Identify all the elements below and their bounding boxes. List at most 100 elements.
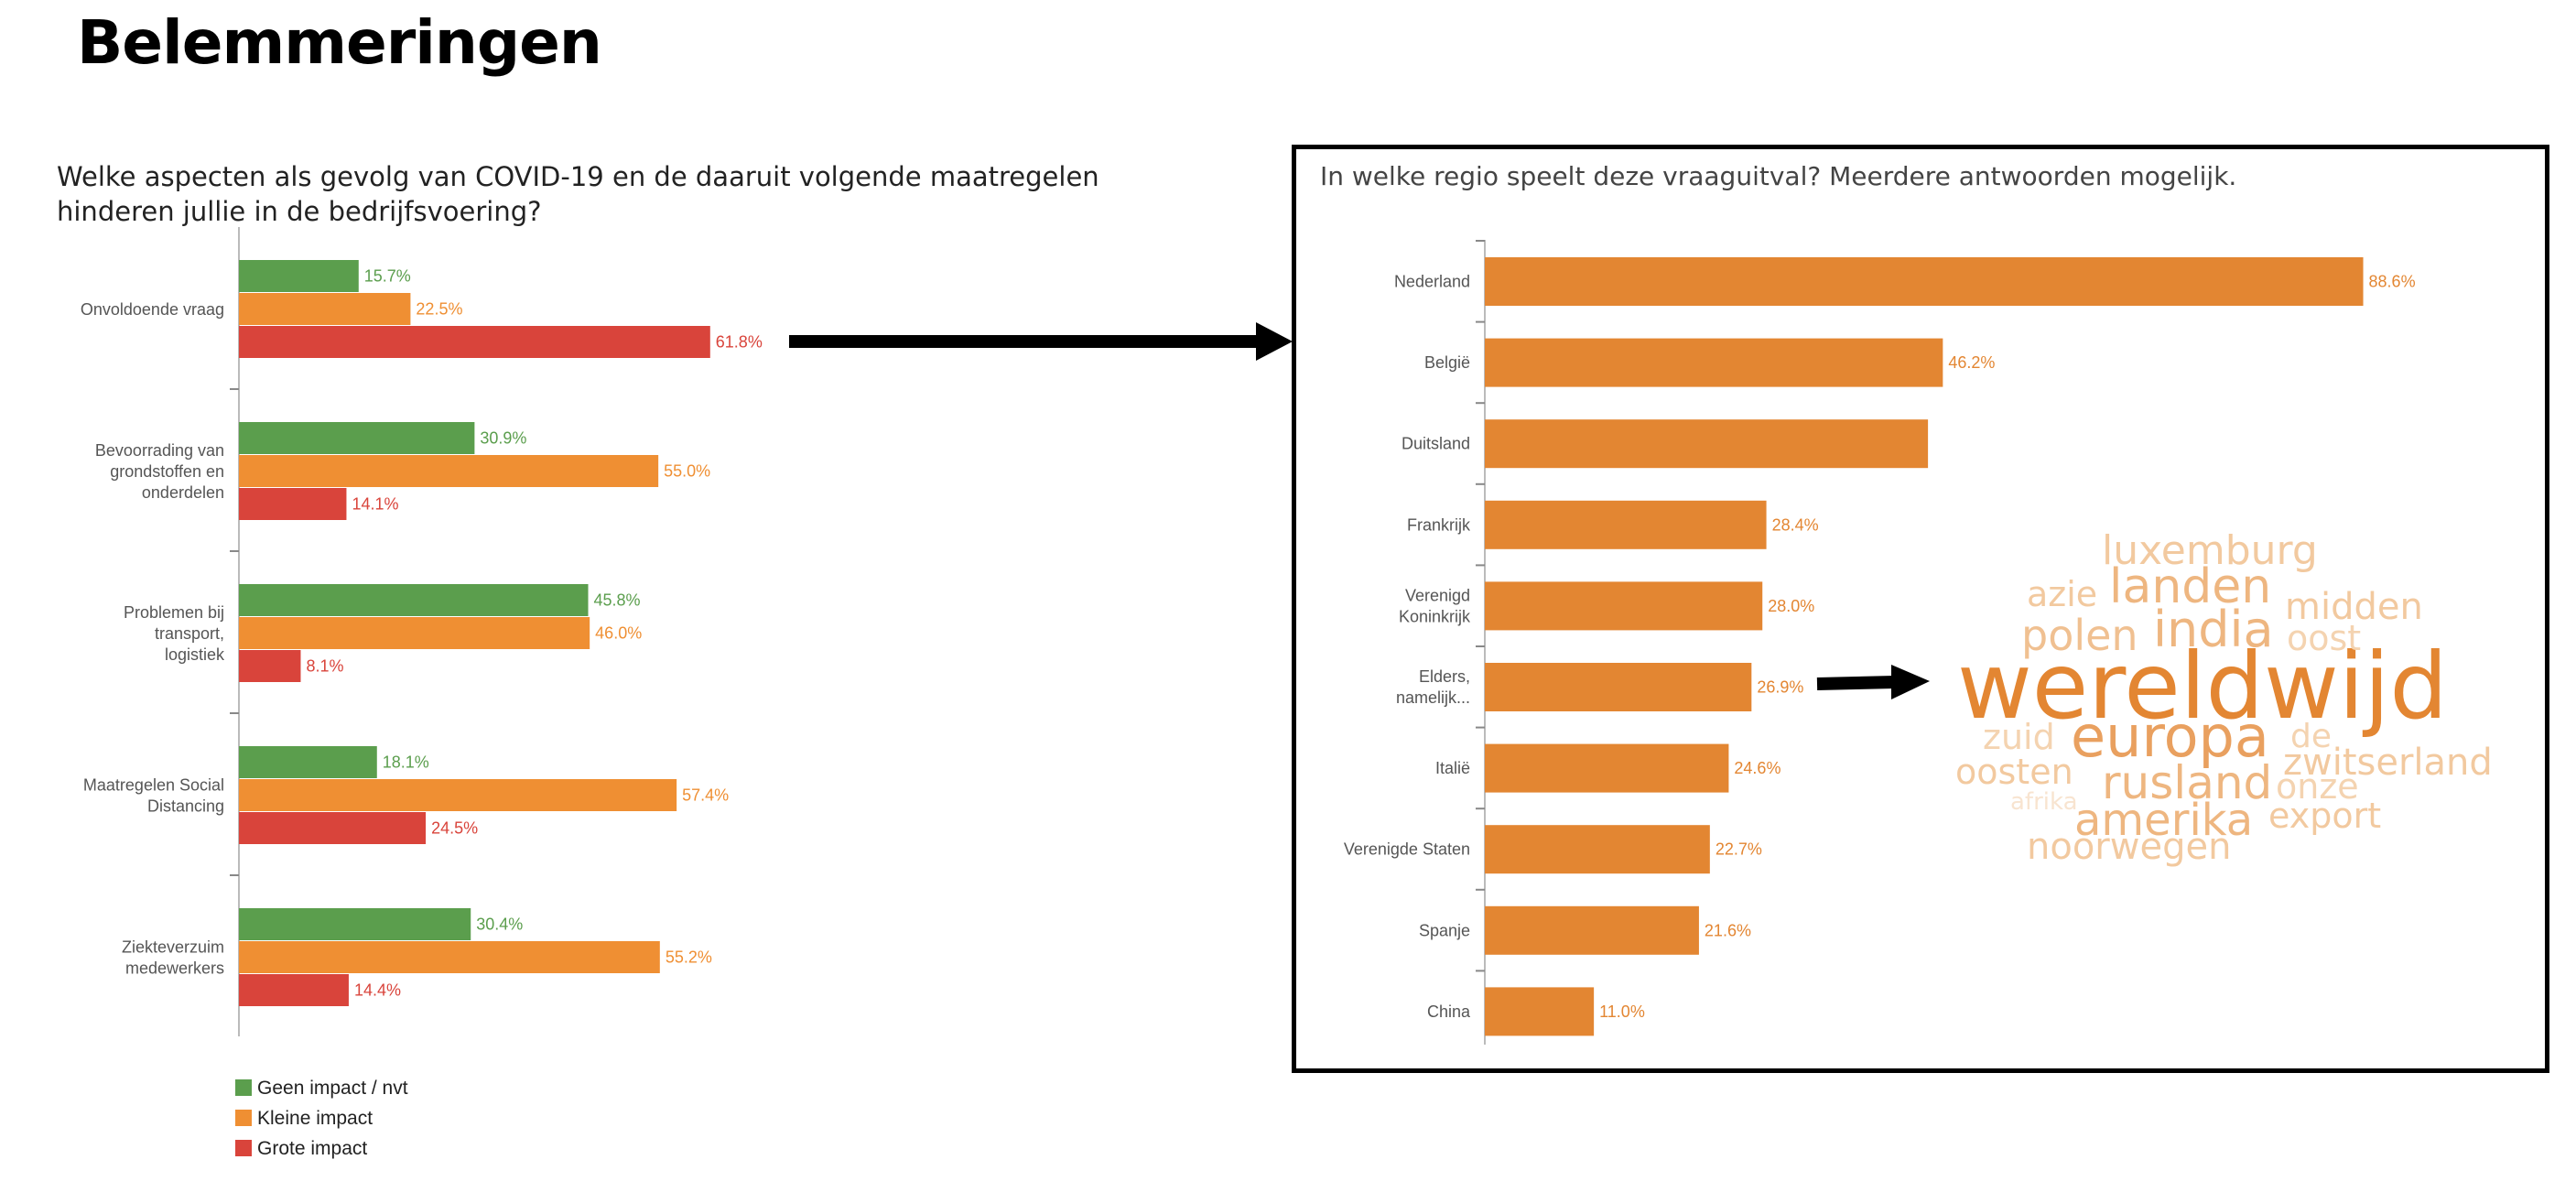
data-label: 24.5% <box>431 819 478 838</box>
bar <box>239 326 710 358</box>
word-cloud-word: noorwegen <box>2027 826 2231 868</box>
bar <box>239 488 347 520</box>
word-cloud-word: amerika <box>2074 795 2253 846</box>
category-label: Onvoldoende vraag <box>81 300 224 319</box>
arrowhead-icon <box>1891 665 1930 699</box>
data-label: 28.0% <box>1768 597 1814 615</box>
word-cloud-word: wereldwijd <box>1957 633 2448 740</box>
bar <box>1485 257 2364 306</box>
arrowhead-icon <box>1256 322 1293 361</box>
bar <box>239 908 471 940</box>
category-label: Duitsland <box>1402 435 1470 453</box>
data-label: 30.9% <box>480 429 526 448</box>
bar <box>1485 338 1943 387</box>
word-cloud-word: india <box>2153 601 2274 658</box>
legend-swatch <box>235 1079 252 1096</box>
bar <box>1485 581 1763 631</box>
bar <box>1485 743 1729 793</box>
data-label: 15.7% <box>364 267 411 286</box>
bar <box>239 617 590 649</box>
data-label: 22.7% <box>1716 840 1762 859</box>
bar <box>1485 987 1595 1036</box>
word-cloud-word: zwitserland <box>2283 742 2493 784</box>
data-label: 28.4% <box>1772 515 1819 534</box>
data-label: 21.6% <box>1705 921 1751 939</box>
bar <box>239 260 359 292</box>
bar <box>239 584 589 616</box>
category-label: transport, <box>155 624 224 643</box>
bar <box>1485 500 1767 549</box>
word-cloud-word: midden <box>2285 586 2423 628</box>
bar <box>239 422 475 454</box>
data-label: 22.5% <box>416 300 462 319</box>
category-label: Elders, <box>1419 667 1470 686</box>
bar <box>239 941 660 973</box>
category-label: grondstoffen en <box>110 462 224 481</box>
category-label: Ziekteverzuim <box>122 938 224 957</box>
category-label: Distancing <box>147 797 224 816</box>
word-cloud-word: oost <box>2287 618 2361 658</box>
data-label: 26.9% <box>1757 678 1803 697</box>
data-label: 14.4% <box>354 981 401 1000</box>
legend-label: Geen impact / nvt <box>257 1078 408 1099</box>
category-label: onderdelen <box>142 483 224 502</box>
bar <box>239 746 377 778</box>
bar <box>239 650 301 682</box>
bar <box>239 812 427 844</box>
word-cloud-word: rusland <box>2102 756 2272 809</box>
category-label: Spanje <box>1419 921 1470 939</box>
word-cloud-word: polen <box>2021 611 2138 660</box>
word-cloud-word: luxemburg <box>2102 527 2318 574</box>
annotation-arrows <box>789 322 1930 699</box>
page-title: Belemmeringen <box>77 7 602 78</box>
category-label: Italië <box>1435 759 1470 777</box>
data-label: 30.4% <box>476 916 523 934</box>
data-label: 55.0% <box>664 462 710 481</box>
category-label: België <box>1424 353 1470 372</box>
impact-bar-chart: Onvoldoende vraag 15.7% 22.5% 61.8% Bevoorra… <box>81 227 763 1036</box>
region-bar-chart: Nederland 88.6% België 46.2% Duitsland Frankr… <box>1344 240 2416 1045</box>
bar <box>239 293 411 325</box>
category-label: China <box>1427 1002 1471 1021</box>
category-label: Koninkrijk <box>1399 607 1471 625</box>
word-cloud-word: oosten <box>1955 752 2073 792</box>
data-label: 46.2% <box>1948 353 1995 372</box>
bar <box>1485 663 1752 711</box>
category-label: Bevoorrading van <box>95 441 224 460</box>
data-label: 88.6% <box>2369 273 2416 291</box>
left-chart-title: Welke aspecten als gevolg van COVID-19 e… <box>57 161 1099 227</box>
word-cloud-word: de <box>2290 718 2332 755</box>
arrow-line-to-word-cloud <box>1816 676 1896 690</box>
bar <box>239 779 677 811</box>
category-label: Maatregelen Social <box>83 776 224 795</box>
data-label: 18.1% <box>383 753 429 772</box>
word-cloud-word: export <box>2268 796 2381 836</box>
category-label: Frankrijk <box>1407 515 1471 534</box>
data-label: 46.0% <box>595 624 642 643</box>
legend-swatch <box>235 1110 252 1126</box>
bar <box>1485 419 1929 469</box>
bar <box>1485 825 1710 874</box>
impact-legend: Geen impact / nvt Kleine impact Grote impa… <box>235 1078 408 1159</box>
legend-swatch <box>235 1140 252 1156</box>
category-label: namelijk... <box>1396 688 1470 707</box>
word-cloud-word: azie <box>2027 574 2097 614</box>
bar <box>239 455 659 487</box>
category-label: Problemen bij <box>124 603 224 622</box>
category-label: Nederland <box>1394 273 1470 291</box>
category-label: logistiek <box>165 645 225 664</box>
data-label: 55.2% <box>666 948 712 967</box>
data-label: 14.1% <box>352 495 398 514</box>
region-chart-panel <box>1292 145 2549 1073</box>
data-label: 11.0% <box>1599 1002 1645 1021</box>
data-label: 57.4% <box>682 786 729 805</box>
data-label: 45.8% <box>594 591 641 610</box>
data-label: 24.6% <box>1734 759 1780 777</box>
word-cloud-word: onze <box>2276 766 2359 807</box>
legend-label: Kleine impact <box>257 1108 373 1129</box>
legend-label: Grote impact <box>257 1138 367 1159</box>
category-label: Verenigd <box>1405 586 1470 604</box>
bar <box>1485 905 1699 955</box>
